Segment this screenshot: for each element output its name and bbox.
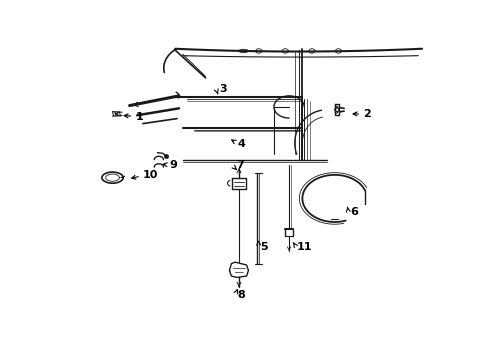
Text: 4: 4 xyxy=(238,139,245,149)
Text: 5: 5 xyxy=(261,242,268,252)
Text: 11: 11 xyxy=(297,242,312,252)
Text: 8: 8 xyxy=(238,291,245,301)
Text: 2: 2 xyxy=(363,109,371,119)
Text: 9: 9 xyxy=(170,160,177,170)
Text: 7: 7 xyxy=(236,160,244,170)
Text: 10: 10 xyxy=(143,170,158,180)
Text: 3: 3 xyxy=(219,84,226,94)
Text: 1: 1 xyxy=(135,112,143,122)
Text: 6: 6 xyxy=(350,207,358,217)
